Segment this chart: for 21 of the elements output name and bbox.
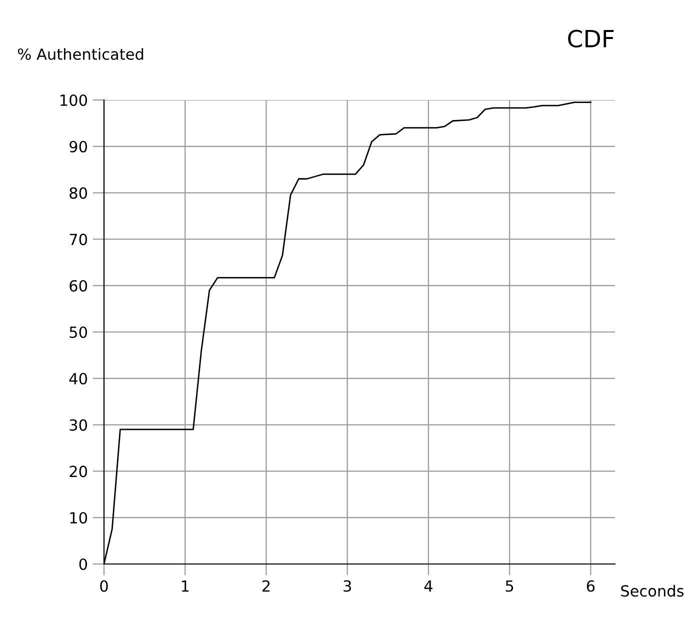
y-tick-label: 70 <box>70 234 88 246</box>
y-tick-label: 30 <box>70 419 88 431</box>
y-tick-label: 20 <box>70 466 88 478</box>
y-tick-label: 0 <box>79 558 88 570</box>
x-tick-label: 1 <box>182 580 189 592</box>
x-tick-label: 3 <box>344 580 351 592</box>
y-tick-label: 80 <box>70 187 88 199</box>
x-tick-label: 6 <box>586 580 595 592</box>
x-tick-label: 5 <box>506 580 514 592</box>
y-tick-label: 90 <box>70 140 88 152</box>
y-tick-label: 50 <box>70 326 88 338</box>
y-tick-label: 60 <box>70 280 88 292</box>
y-tick-label: 100 <box>60 94 88 106</box>
x-tick-label: 2 <box>262 580 270 592</box>
x-tick-label: 4 <box>424 580 432 592</box>
y-tick-label: 40 <box>69 372 88 384</box>
y-axis-title: % Authenticated <box>18 48 144 60</box>
x-tick-label: 0 <box>100 580 108 592</box>
chart-title: CDF <box>568 30 614 48</box>
y-tick-label: 10 <box>70 512 88 524</box>
x-axis-title: Seconds <box>621 584 684 597</box>
